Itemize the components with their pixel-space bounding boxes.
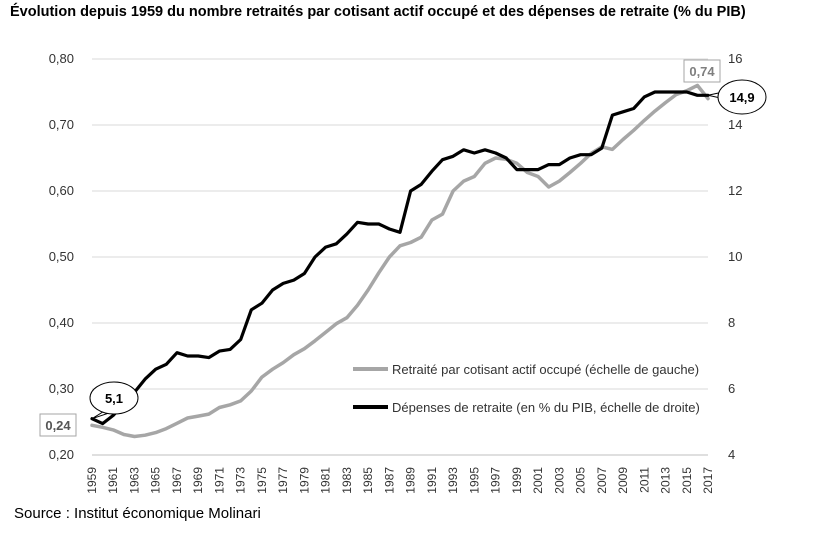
x-tick-label: 1997	[489, 467, 503, 494]
right-tick-label: 8	[728, 315, 735, 330]
value-bubble-label: 5,1	[105, 391, 123, 406]
x-tick-label: 1987	[382, 467, 396, 494]
series-layer	[90, 83, 710, 439]
x-tick-label: 2011	[637, 467, 651, 493]
x-tick-label: 1999	[510, 467, 524, 494]
x-tick-label: 1973	[234, 467, 248, 494]
source-note: Source : Institut économique Molinari	[14, 505, 261, 522]
value-bubble	[89, 381, 139, 415]
x-tick-label: 1983	[340, 467, 354, 494]
left-y-axis: 0,20 0,30 0,40 0,50 0,60 0,70 0,80	[49, 51, 74, 462]
x-tick-label: 1989	[404, 467, 418, 494]
x-tick-label: 1979	[297, 467, 311, 494]
x-tick-label: 2009	[616, 467, 630, 494]
x-tick-label: 1961	[106, 467, 120, 494]
legend-label: Dépenses de retraite (en % du PIB, échel…	[392, 400, 700, 415]
left-tick-label: 0,60	[49, 183, 74, 198]
x-tick-label: 2013	[659, 467, 673, 494]
value-bubble-label: 14,9	[729, 90, 754, 105]
x-tick-label: 1977	[276, 467, 290, 494]
x-tick-label: 1981	[319, 467, 333, 494]
x-tick-label: 1985	[361, 467, 375, 494]
x-tick-label: 1995	[467, 467, 481, 494]
x-tick-label: 2015	[680, 467, 694, 494]
chart-title: Évolution depuis 1959 du nombre retraité…	[10, 4, 746, 20]
legend-label: Retraité par cotisant actif occupé (éche…	[392, 362, 699, 377]
x-tick-label: 1975	[255, 467, 269, 494]
value-bubble	[717, 79, 767, 115]
x-tick-label: 2003	[552, 467, 566, 494]
value-box-label: 0,24	[45, 418, 71, 433]
x-tick-label: 2005	[574, 467, 588, 494]
x-tick-label: 2007	[595, 467, 609, 494]
x-tick-label: 1967	[170, 467, 184, 494]
x-tick-label: 2001	[531, 467, 545, 494]
right-tick-label: 12	[728, 183, 742, 198]
series-line-retraites	[90, 83, 710, 439]
right-tick-label: 6	[728, 381, 735, 396]
x-axis: 1959 1961 1963 1965 1967 1969 1971 1973 1975 1977…	[85, 454, 715, 494]
right-tick-label: 14	[728, 117, 742, 132]
right-y-axis: 4 6 8 10 12 14 16	[728, 51, 742, 462]
grid-lines	[92, 58, 708, 456]
series-line-depenses	[90, 90, 710, 426]
left-tick-label: 0,50	[49, 249, 74, 264]
left-tick-label: 0,40	[49, 315, 74, 330]
x-tick-label: 1969	[191, 467, 205, 494]
left-tick-label: 0,20	[49, 447, 74, 462]
left-tick-label: 0,70	[49, 117, 74, 132]
right-tick-label: 16	[728, 51, 742, 66]
x-tick-label: 1965	[149, 467, 163, 494]
x-tick-label: 1963	[127, 467, 141, 494]
value-box	[39, 413, 77, 437]
callouts: 0,24 0,74 5,1 14,9	[39, 59, 767, 437]
value-box-label: 0,74	[689, 64, 715, 79]
value-box	[683, 59, 721, 83]
left-tick-label: 0,30	[49, 381, 74, 396]
x-tick-label: 1971	[212, 467, 226, 494]
legend: Retraité par cotisant actif occupé (éche…	[353, 362, 700, 415]
right-tick-label: 10	[728, 249, 742, 264]
x-tick-label: 2017	[701, 467, 715, 494]
x-tick-label: 1959	[85, 467, 99, 494]
right-tick-label: 4	[728, 447, 735, 462]
x-tick-label: 1991	[425, 467, 439, 494]
left-tick-label: 0,80	[49, 51, 74, 66]
x-tick-label: 1993	[446, 467, 460, 494]
